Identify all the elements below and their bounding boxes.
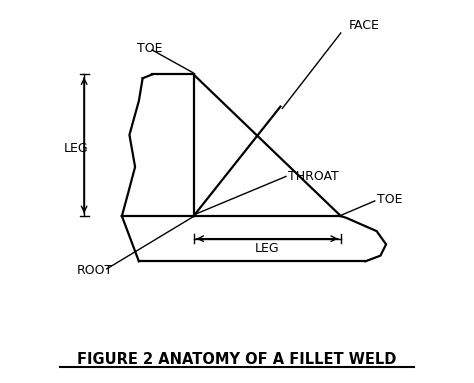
Text: LEG: LEG [255, 242, 280, 255]
Text: ROOT: ROOT [77, 264, 113, 277]
Text: FIGURE 2 ANATOMY OF A FILLET WELD: FIGURE 2 ANATOMY OF A FILLET WELD [77, 352, 397, 367]
Text: FACE: FACE [348, 19, 379, 32]
Text: LEG: LEG [64, 142, 88, 155]
Text: TOE: TOE [377, 193, 402, 206]
Text: TOE: TOE [137, 43, 163, 55]
Text: THROAT: THROAT [288, 170, 339, 183]
